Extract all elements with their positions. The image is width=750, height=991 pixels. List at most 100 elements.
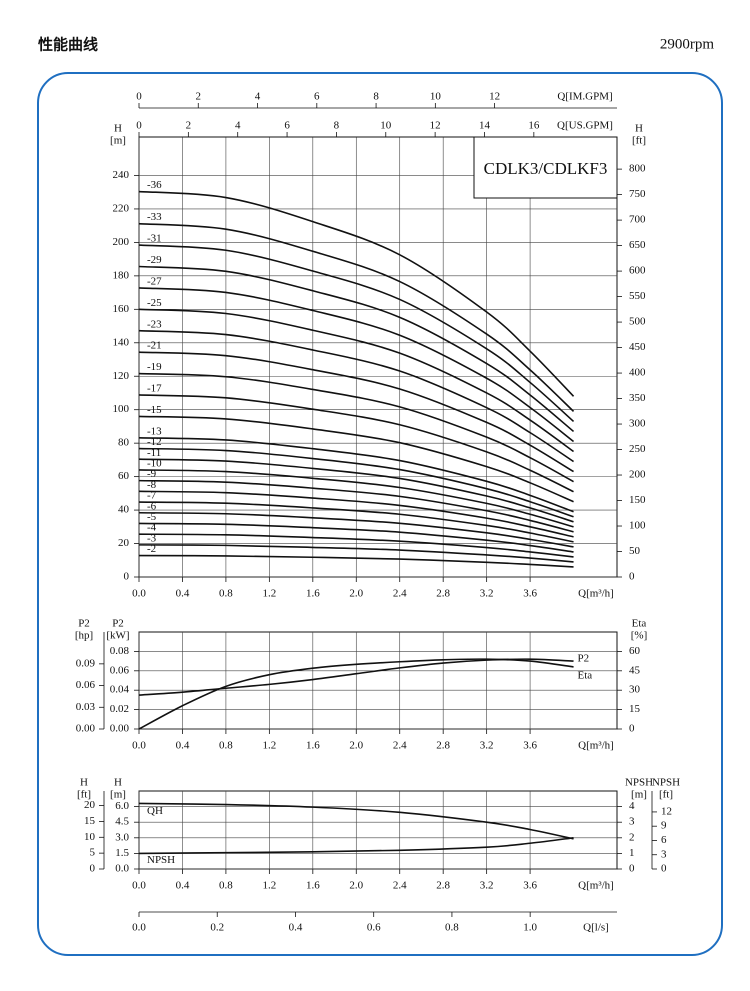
x-tick-label: 2.4: [393, 588, 407, 600]
top-tick-label: 10: [380, 120, 392, 132]
curve: [138, 351, 574, 473]
y-tick-label: 180: [113, 269, 130, 281]
series-label: QH: [147, 805, 163, 817]
series-label: -19: [147, 361, 162, 373]
x-tick-label: 0.4: [176, 880, 190, 892]
curve: [138, 415, 574, 503]
y2-tick-label: 300: [629, 418, 646, 430]
y2-tick-label: 0: [629, 723, 635, 735]
outer-tick-label: 0: [90, 863, 96, 875]
curve: [138, 437, 574, 513]
series-label: -31: [147, 233, 162, 245]
x-tick-label: 0.8: [219, 880, 233, 892]
y-tick-label: 1.5: [115, 847, 129, 859]
y2-tick-label: 350: [629, 392, 646, 404]
speed-label: 2900rpm: [660, 36, 714, 52]
y-tick-label: 3.0: [115, 831, 129, 843]
y-axis-label: [kW]: [106, 630, 129, 642]
x-tick-label: 1.6: [306, 588, 320, 600]
series-label: -29: [147, 254, 162, 266]
y2-tick-label: 2: [629, 831, 635, 843]
outer-axis-label: [ft]: [659, 789, 673, 801]
panel-border: [37, 72, 723, 956]
x-tick-label: 2.4: [393, 880, 407, 892]
outer-tick-label: 20: [84, 799, 96, 811]
top-tick-label: 6: [314, 91, 320, 103]
x-tick-label: 2.0: [349, 880, 363, 892]
y-tick-label: 80: [118, 437, 130, 449]
series-label: -10: [147, 457, 162, 469]
y2-axis-label: [%]: [631, 630, 648, 642]
y-axis-label: [m]: [110, 789, 126, 801]
top-tick-label: 0: [136, 120, 142, 132]
y-axis-label: [m]: [110, 135, 126, 147]
x-tick-label: 0.0: [132, 880, 146, 892]
y2-tick-label: 150: [629, 494, 646, 506]
bottom-tick-label: 1.0: [523, 922, 537, 934]
y-tick-label: 20: [118, 537, 130, 549]
curve: [138, 265, 575, 433]
y2-tick-label: 4: [629, 800, 635, 812]
y2-tick-label: 100: [629, 520, 646, 532]
series-label: -27: [147, 275, 162, 287]
top-axis-label: Q[US.GPM]: [557, 120, 613, 132]
y2-tick-label: 15: [629, 703, 641, 715]
series-label: NPSH: [147, 854, 175, 866]
top-tick-label: 2: [196, 91, 202, 103]
series-label: -17: [147, 383, 162, 395]
top-tick-label: 16: [528, 120, 540, 132]
series-label: -3: [147, 532, 157, 544]
bottom-tick-label: 0.4: [289, 922, 303, 934]
curve: [138, 511, 574, 548]
top-tick-label: 8: [373, 91, 379, 103]
y2-tick-label: 700: [629, 214, 646, 226]
outer-tick-label: 5: [90, 847, 96, 859]
series-label: -12: [147, 436, 162, 448]
y2-tick-label: 500: [629, 316, 646, 328]
curve: [138, 458, 574, 523]
curve: [138, 501, 574, 543]
y2-tick-label: 800: [629, 163, 646, 175]
x-tick-label: 0.8: [219, 740, 233, 752]
top-tick-label: 14: [479, 120, 491, 132]
y2-tick-label: 50: [629, 545, 641, 557]
y-tick-label: 220: [113, 202, 130, 214]
curve: [138, 447, 574, 518]
series-label: -21: [147, 340, 162, 352]
x-tick-label: 2.8: [436, 880, 450, 892]
plot-frame: [138, 790, 618, 870]
y2-axis-label: Eta: [632, 618, 647, 630]
y-tick-label: 4.5: [115, 816, 129, 828]
y-axis-label: H: [114, 123, 122, 135]
y2-tick-label: 200: [629, 469, 646, 481]
y-axis-label: P2: [112, 618, 124, 630]
top-tick-label: 4: [235, 120, 241, 132]
bottom-axis-label: Q[l/s]: [583, 922, 609, 934]
x-axis-label: Q[m³/h]: [578, 740, 614, 752]
series-label: -5: [147, 511, 157, 523]
series-label: Eta: [578, 669, 593, 681]
x-tick-label: 2.0: [349, 588, 363, 600]
curve: [138, 222, 575, 412]
top-tick-label: 12: [430, 120, 441, 132]
y-tick-label: 6.0: [115, 800, 129, 812]
curve: [138, 522, 574, 553]
y-tick-label: 0.06: [110, 664, 130, 676]
curve: [138, 190, 575, 397]
bottom-tick-label: 0.0: [132, 922, 146, 934]
curve: [138, 479, 574, 533]
x-tick-label: 2.0: [349, 740, 363, 752]
y-tick-label: 40: [118, 504, 130, 516]
y-tick-label: 0.00: [110, 723, 130, 735]
top-tick-label: 8: [334, 120, 340, 132]
x-tick-label: 2.8: [436, 588, 450, 600]
x-tick-label: 3.6: [523, 588, 537, 600]
outer-axis-label: [ft]: [77, 789, 91, 801]
top-axis-label: Q[IM.GPM]: [557, 91, 612, 103]
outer-tick-label: 3: [661, 848, 667, 860]
series-label: -8: [147, 479, 157, 491]
y2-axis-label: H: [635, 123, 643, 135]
page-title: 性能曲线: [38, 36, 98, 54]
outer-axis-label: [hp]: [75, 630, 93, 642]
